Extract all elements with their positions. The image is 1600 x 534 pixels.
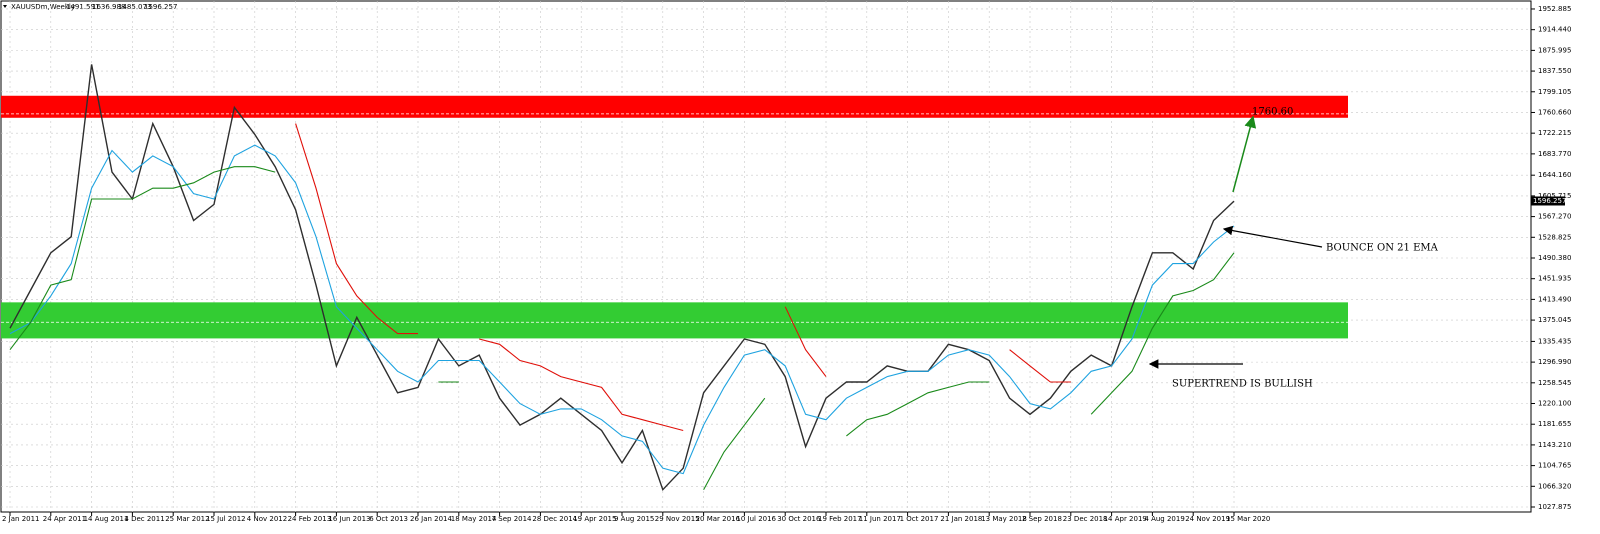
x-tick-label: 1 Oct 2017 [900, 515, 939, 523]
price-label: 1596.257 [1533, 197, 1566, 205]
x-tick-label: 29 Nov 2015 [655, 515, 700, 523]
annotation: BOUNCE ON 21 EMA [1326, 243, 1439, 254]
annotation: 1760.60 [1252, 107, 1293, 118]
x-tick-label: 19 Feb 2017 [818, 515, 862, 523]
y-tick-label: 1605.715 [1538, 192, 1571, 200]
x-tick-label: 2 Sep 2018 [1022, 515, 1062, 523]
y-tick-label: 1413.490 [1538, 295, 1571, 303]
series-line [9, 64, 1235, 492]
x-tick-label: 18 May 2014 [451, 515, 497, 523]
close: 1596.257 [144, 3, 177, 11]
x-tick-label: 24 Apr 2011 [43, 515, 86, 523]
series-line [9, 144, 1235, 475]
x-tick-label: 15 Jul 2012 [206, 515, 246, 523]
y-tick-label: 1875.995 [1538, 46, 1571, 54]
y-tick-label: 1683.770 [1538, 150, 1571, 158]
arrow [1232, 115, 1257, 193]
y-tick-label: 1567.270 [1538, 213, 1571, 221]
x-tick-label: 11 Jun 2017 [859, 515, 901, 523]
y-tick-label: 1066.320 [1538, 482, 1571, 490]
x-tick-label: 23 Dec 2018 [1063, 515, 1108, 523]
x-tick-label: 14 Apr 2019 [1104, 515, 1147, 523]
y-tick-label: 1451.935 [1538, 275, 1571, 283]
y-tick-label: 1181.655 [1538, 420, 1571, 428]
y-tick-label: 1296.990 [1538, 358, 1571, 366]
y-tick-label: 1528.825 [1538, 233, 1571, 241]
x-tick-label: 19 Apr 2015 [573, 515, 616, 523]
y-tick-label: 1335.435 [1538, 337, 1571, 345]
y-tick-label: 1799.105 [1538, 88, 1571, 96]
x-tick-label: 10 Jul 2016 [736, 515, 776, 523]
series-line [295, 123, 1071, 432]
y-tick-label: 1027.875 [1538, 503, 1571, 511]
x-tick-label: 9 Aug 2015 [614, 515, 654, 523]
x-tick-label: 7 Sep 2014 [492, 515, 532, 523]
x-tick-label: 24 Feb 2013 [288, 515, 332, 523]
x-tick-label: 24 Nov 2019 [1185, 515, 1230, 523]
x-tick-label: 20 Mar 2016 [696, 515, 741, 523]
y-tick-label: 1837.550 [1538, 67, 1571, 75]
plot-frame [0, 0, 1532, 513]
x-tick-label: 28 Dec 2014 [532, 515, 577, 523]
x-tick-label: 4 Aug 2019 [1144, 515, 1184, 523]
x-tick-label: 14 Aug 2011 [84, 515, 129, 523]
x-tick-label: 30 Oct 2016 [777, 515, 821, 523]
x-tick-label: 21 Jan 2018 [940, 515, 982, 523]
y-tick-label: 1952.885 [1538, 5, 1571, 13]
y-tick-label: 1104.765 [1538, 462, 1571, 470]
header: XAUUSDm,Weekly 1491.591 1636.988 1485.07… [3, 3, 177, 11]
x-tick-label: 6 Oct 2013 [369, 515, 408, 523]
y-tick-label: 1644.160 [1538, 171, 1571, 179]
price-box [1531, 196, 1565, 206]
low: 1485.073 [118, 3, 151, 11]
arrow [1222, 225, 1323, 248]
x-tick-label: 4 Nov 2012 [247, 515, 287, 523]
zone [1, 95, 1348, 118]
y-tick-label: 1760.660 [1538, 108, 1571, 116]
y-tick-label: 1914.440 [1538, 26, 1571, 34]
y-tick-label: 1490.380 [1538, 254, 1571, 262]
y-tick-label: 1220.100 [1538, 400, 1571, 408]
symbol: XAUUSDm,Weekly [11, 3, 75, 11]
high: 1636.988 [92, 3, 125, 11]
x-tick-label: 25 Mar 2012 [165, 515, 209, 523]
x-tick-label: 13 May 2018 [981, 515, 1027, 523]
x-tick-label: 2 Jan 2011 [2, 515, 40, 523]
y-tick-label: 1722.215 [1538, 129, 1571, 137]
dropdown-icon [3, 5, 7, 8]
annotation: SUPERTREND IS BULLISH [1172, 379, 1313, 390]
x-tick-label: 4 Dec 2011 [124, 515, 164, 523]
y-tick-label: 1258.545 [1538, 379, 1571, 387]
zone [1, 302, 1348, 339]
y-tick-label: 1375.045 [1538, 316, 1571, 324]
open: 1491.591 [66, 3, 99, 11]
y-tick-label: 1143.210 [1538, 441, 1571, 449]
x-tick-label: 16 Jun 2013 [328, 515, 370, 523]
series-line [9, 166, 1235, 490]
x-tick-label: 15 Mar 2020 [1226, 515, 1270, 523]
x-tick-label: 26 Jan 2014 [410, 515, 453, 523]
